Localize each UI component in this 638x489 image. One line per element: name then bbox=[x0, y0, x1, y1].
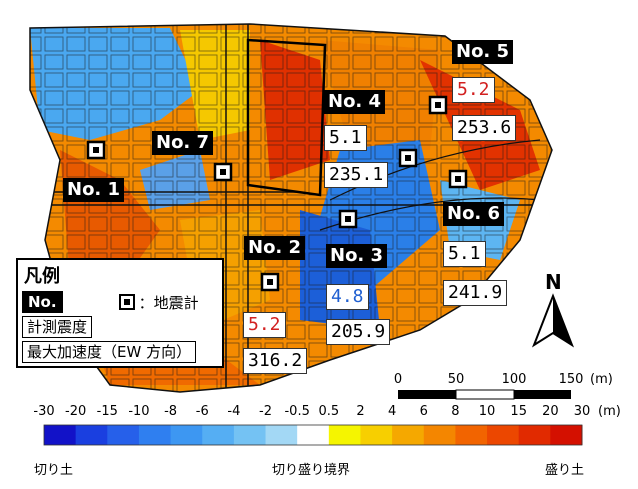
station-name-no1: No. 1 bbox=[63, 178, 125, 202]
station-intensity-no2: 5.2 bbox=[243, 312, 286, 338]
colorbar-tick: 8 bbox=[451, 404, 460, 419]
scale-unit: (m) bbox=[590, 372, 613, 387]
legend-accel: 最大加速度（EW 方向） bbox=[22, 341, 197, 363]
station-accel-no4: 235.1 bbox=[324, 162, 389, 188]
colorbar-swatch bbox=[170, 425, 203, 445]
legend-intensity: 計測震度 bbox=[22, 316, 93, 338]
seismometer-no1 bbox=[86, 140, 106, 160]
seismometer-no7 bbox=[213, 162, 233, 182]
colorbar-swatch bbox=[360, 425, 393, 445]
station-name-no7: No. 7 bbox=[152, 131, 214, 155]
scale-tick: 50 bbox=[447, 372, 465, 387]
colorbar-tick: 6 bbox=[419, 404, 428, 419]
station-intensity-no3: 4.8 bbox=[326, 284, 369, 310]
colorbar-tick: -15 bbox=[96, 404, 118, 419]
label-cut: 切り土 bbox=[34, 463, 74, 478]
label-fill: 盛り土 bbox=[545, 463, 585, 478]
north-label: N bbox=[545, 270, 562, 294]
colorbar-swatch bbox=[44, 425, 77, 445]
colorbar-tick: 20 bbox=[542, 404, 559, 419]
station-name-no2: No. 2 bbox=[244, 236, 306, 260]
colorbar-tick: -2 bbox=[259, 404, 272, 419]
label-cut-fill-border: 切り盛り境界 bbox=[272, 463, 351, 478]
seismometer-no4 bbox=[398, 148, 418, 168]
colorbar-swatch bbox=[487, 425, 520, 445]
colorbar-swatch bbox=[265, 425, 298, 445]
scale-tick: 100 bbox=[501, 372, 527, 387]
station-name-no3: No. 3 bbox=[326, 244, 388, 268]
colorbar-swatch bbox=[202, 425, 235, 445]
colorbar-tick: -10 bbox=[128, 404, 150, 419]
station-name-no5: No. 5 bbox=[452, 40, 514, 64]
colorbar-unit: (m) bbox=[598, 404, 621, 419]
colorbar-tick: 15 bbox=[510, 404, 527, 419]
station-accel-no6: 241.9 bbox=[443, 280, 508, 306]
scale-bar bbox=[398, 389, 571, 400]
colorbar-tick: -20 bbox=[65, 404, 87, 419]
colorbar-swatch bbox=[138, 425, 172, 445]
colorbar-tick: -30 bbox=[33, 404, 55, 419]
colorbar-swatch bbox=[423, 425, 456, 445]
colorbar-swatch bbox=[107, 425, 140, 445]
seismometer-markers bbox=[86, 95, 468, 292]
scale-tick: 150 bbox=[558, 372, 584, 387]
station-intensity-no6: 5.1 bbox=[443, 241, 486, 267]
legend-title: 凡例 bbox=[24, 266, 60, 287]
station-name-no6: No. 6 bbox=[443, 202, 505, 226]
station-name-no4: No. 4 bbox=[324, 90, 386, 114]
seismometer-no3 bbox=[338, 209, 358, 229]
colorbar-swatch bbox=[455, 425, 488, 445]
seismometer-no5 bbox=[428, 95, 448, 115]
colorbar bbox=[43, 424, 583, 446]
station-accel-no2: 316.2 bbox=[243, 348, 308, 374]
colorbar-tick: -6 bbox=[195, 404, 209, 419]
legend: 凡例 No. ：地震計 計測震度 最大加速度（EW 方向） bbox=[16, 258, 224, 368]
colorbar-tick: 10 bbox=[478, 404, 496, 419]
colorbar-tick: 30 bbox=[573, 404, 591, 419]
colorbar-tick: 2 bbox=[356, 404, 365, 419]
seismometer-no6 bbox=[448, 169, 468, 189]
station-accel-no5: 253.6 bbox=[452, 115, 517, 141]
colorbar-tick: -4 bbox=[227, 404, 241, 419]
colorbar-swatch bbox=[75, 425, 108, 445]
colorbar-swatch bbox=[518, 425, 551, 445]
colorbar-swatch bbox=[297, 425, 330, 445]
scale-tick: 0 bbox=[393, 372, 403, 387]
colorbar-frame bbox=[43, 424, 583, 446]
colorbar-tick: 4 bbox=[387, 404, 397, 419]
station-accel-no3: 205.9 bbox=[326, 319, 391, 345]
colorbar-swatch bbox=[233, 425, 267, 445]
legend-seismometer: ：地震計 bbox=[138, 293, 199, 312]
colorbar-tick: -8 bbox=[164, 404, 178, 419]
colorbar-tick: 0.5 bbox=[318, 404, 340, 419]
seismometer-no2 bbox=[260, 272, 280, 292]
legend-station-no: No. bbox=[22, 291, 63, 313]
colorbar-swatch bbox=[550, 425, 583, 445]
north-arrow bbox=[531, 293, 575, 348]
colorbar-swatch bbox=[328, 425, 361, 445]
station-intensity-no4: 5.1 bbox=[324, 125, 367, 151]
colorbar-tick: -0.5 bbox=[284, 404, 310, 419]
colorbar-swatch bbox=[392, 425, 425, 445]
station-intensity-no5: 5.2 bbox=[452, 77, 495, 103]
seismometer-icon bbox=[118, 294, 135, 310]
